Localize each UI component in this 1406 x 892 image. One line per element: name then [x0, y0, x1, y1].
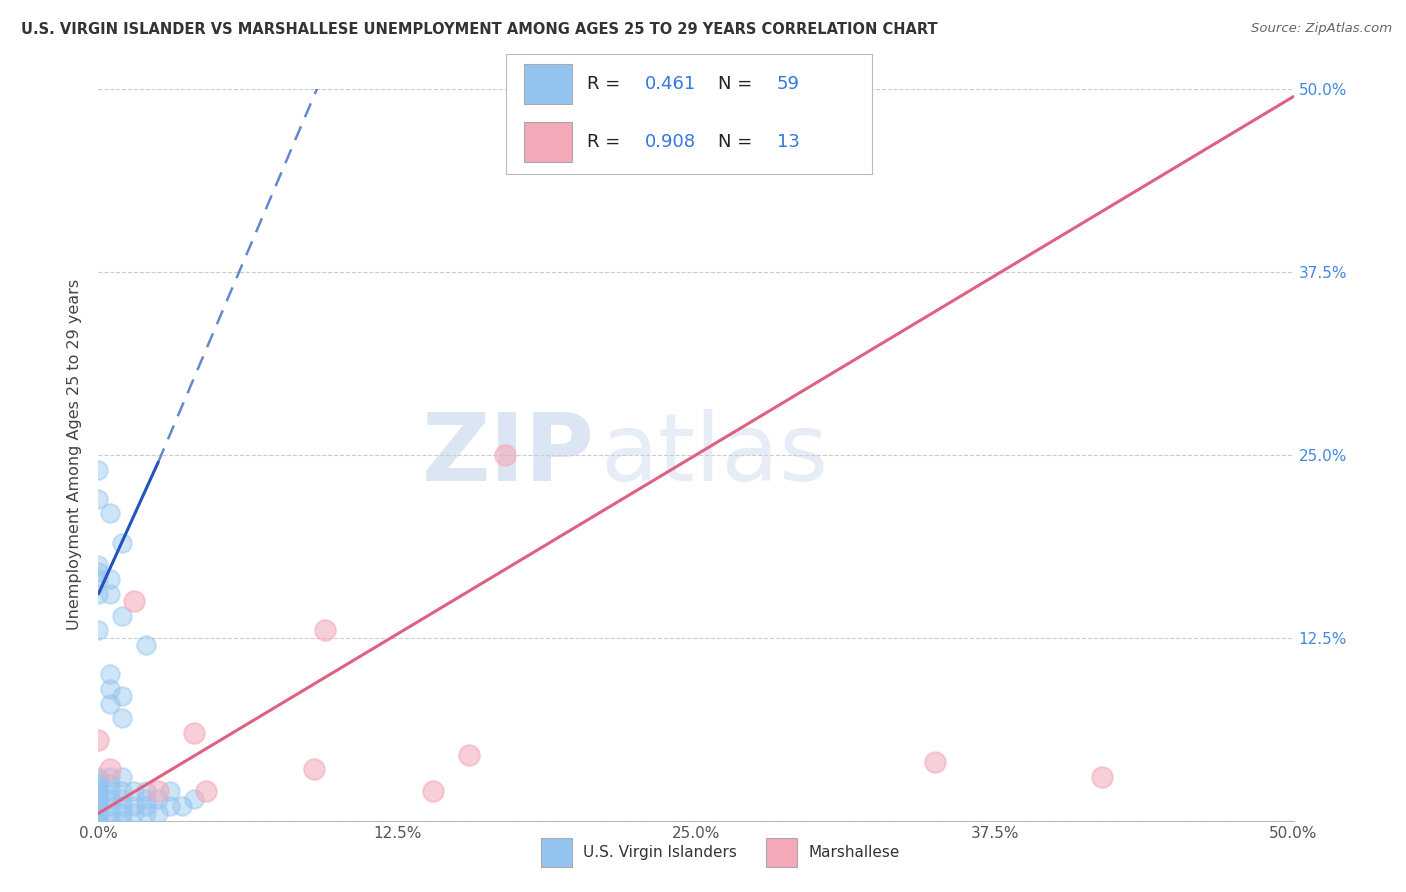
Point	[87, 787, 110, 801]
Point	[111, 690, 134, 704]
Text: 59: 59	[776, 75, 800, 94]
Point	[1091, 770, 1114, 784]
Point	[111, 814, 134, 828]
FancyBboxPatch shape	[524, 64, 572, 104]
Point	[87, 802, 110, 816]
Text: U.S. Virgin Islanders: U.S. Virgin Islanders	[583, 846, 737, 860]
Point	[87, 770, 110, 784]
Point	[98, 697, 122, 711]
Point	[87, 572, 110, 586]
Point	[124, 799, 146, 814]
Point	[111, 711, 134, 725]
Point	[194, 784, 218, 798]
Point	[98, 507, 122, 521]
Point	[87, 793, 110, 807]
Point	[111, 535, 134, 549]
Text: Source: ZipAtlas.com: Source: ZipAtlas.com	[1251, 22, 1392, 36]
Point	[135, 806, 157, 821]
Point	[124, 806, 146, 821]
Point	[87, 772, 110, 787]
Point	[302, 763, 325, 777]
Point	[111, 791, 134, 805]
Text: 0.461: 0.461	[645, 75, 696, 94]
Point	[135, 638, 157, 652]
Point	[87, 805, 110, 819]
FancyBboxPatch shape	[524, 122, 572, 161]
Point	[183, 791, 205, 805]
Point	[87, 733, 110, 747]
Point	[98, 681, 122, 696]
Point	[98, 799, 122, 814]
Text: U.S. VIRGIN ISLANDER VS MARSHALLESE UNEMPLOYMENT AMONG AGES 25 TO 29 YEARS CORRE: U.S. VIRGIN ISLANDER VS MARSHALLESE UNEM…	[21, 22, 938, 37]
Point	[87, 811, 110, 825]
Text: atlas: atlas	[600, 409, 828, 501]
Point	[159, 799, 181, 814]
Point	[148, 791, 170, 805]
Point	[87, 462, 110, 476]
Point	[98, 791, 122, 805]
Text: N =: N =	[718, 133, 758, 151]
Point	[87, 790, 110, 805]
Point	[924, 755, 946, 769]
Y-axis label: Unemployment Among Ages 25 to 29 years: Unemployment Among Ages 25 to 29 years	[67, 279, 83, 631]
Text: R =: R =	[586, 133, 626, 151]
Point	[148, 806, 170, 821]
Point	[111, 806, 134, 821]
Point	[87, 799, 110, 814]
Point	[98, 806, 122, 821]
Point	[124, 594, 146, 608]
Point	[98, 667, 122, 681]
Point	[98, 763, 122, 777]
Point	[98, 770, 122, 784]
Point	[124, 784, 146, 798]
Point	[148, 784, 170, 798]
Point	[98, 814, 122, 828]
Text: Marshallese: Marshallese	[808, 846, 900, 860]
Point	[87, 807, 110, 822]
Point	[315, 624, 337, 638]
Point	[111, 608, 134, 623]
Point	[98, 587, 122, 601]
Text: 0.908: 0.908	[645, 133, 696, 151]
Point	[98, 777, 122, 791]
Point	[87, 558, 110, 572]
Point	[87, 565, 110, 579]
Point	[98, 572, 122, 586]
Point	[87, 624, 110, 638]
Point	[494, 448, 516, 462]
Point	[111, 799, 134, 814]
Point	[111, 770, 134, 784]
Point	[87, 784, 110, 798]
Point	[87, 777, 110, 791]
Point	[183, 726, 205, 740]
Point	[87, 781, 110, 796]
Text: R =: R =	[586, 75, 626, 94]
Point	[135, 799, 157, 814]
Point	[87, 587, 110, 601]
Text: 13: 13	[776, 133, 800, 151]
Point	[87, 814, 110, 828]
Point	[172, 799, 194, 814]
Point	[458, 747, 481, 762]
Point	[87, 796, 110, 810]
Point	[111, 784, 134, 798]
Point	[135, 791, 157, 805]
Text: ZIP: ZIP	[422, 409, 595, 501]
Point	[422, 784, 444, 798]
Point	[135, 784, 157, 798]
Point	[159, 784, 181, 798]
Point	[98, 784, 122, 798]
Text: N =: N =	[718, 75, 758, 94]
Point	[87, 491, 110, 506]
